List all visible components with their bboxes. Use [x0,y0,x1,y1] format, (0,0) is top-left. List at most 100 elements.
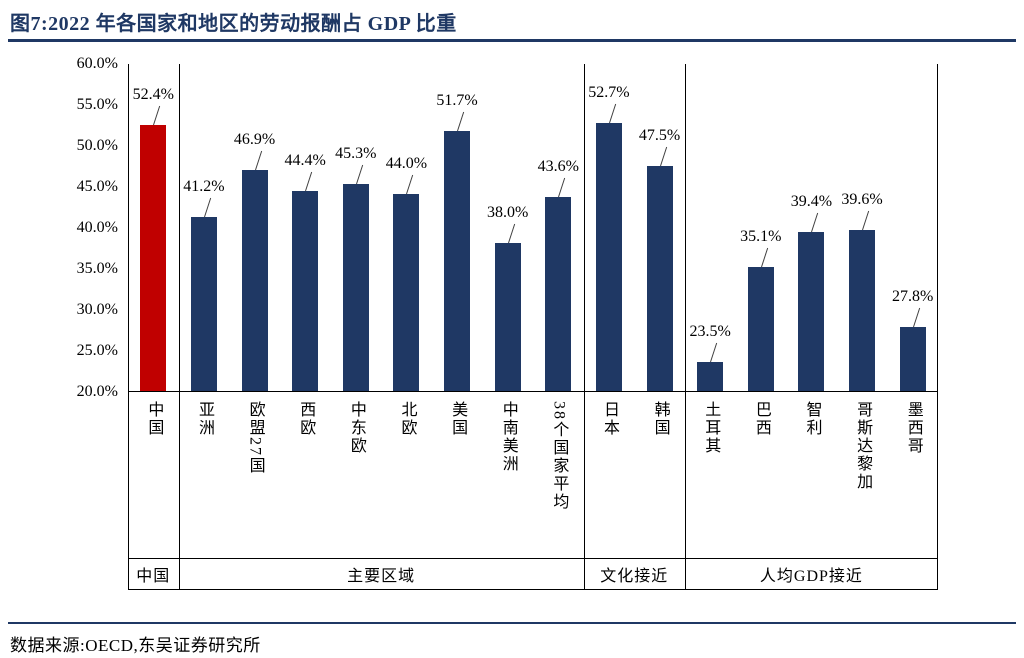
separator-line [685,64,686,590]
bar-slot: 51.7% [432,64,483,391]
data-label: 46.9% [233,131,276,149]
bar-slot: 52.4% [128,64,179,391]
data-label: 35.1% [740,228,782,246]
category-label-text: 西欧 [297,401,315,437]
category-label: 巴西 [736,392,787,558]
label-leader-line [457,111,465,132]
category-label-text: 亚洲 [195,401,213,437]
bar-slot: 39.6% [837,64,888,391]
label-leader-line [305,171,313,192]
y-tick-label: 45.0% [76,178,118,195]
bar-slot: 44.0% [381,64,432,391]
category-label: 美国 [432,392,483,558]
data-bar [697,362,724,391]
plot-area: 52.4% 41.2% 46.9% 44.4% 45.3% 44.0% 51.7% 38.0%… [128,64,938,392]
label-leader-line [203,197,212,218]
separator-line [128,64,129,590]
group-axis: 中国 主要区域 文化接近 人均GDP接近 [128,558,938,590]
group-label: 人均GDP接近 [759,568,863,585]
category-label-text: 土耳其 [702,401,720,455]
data-bar [494,243,521,391]
data-label: 47.5% [638,126,681,144]
bar-slot: 27.8% [887,64,938,391]
data-bar [798,231,825,391]
data-bar [849,230,876,391]
bar-slot: 43.6% [533,64,584,391]
category-label-text: 北欧 [398,401,416,437]
label-leader-line [153,106,161,126]
category-label: 西欧 [280,392,331,558]
data-bar [241,170,268,391]
data-label: 52.4% [132,86,174,104]
data-label: 41.2% [183,178,225,196]
group-label: 主要区域 [347,568,416,585]
bar-slot: 44.4% [280,64,331,391]
label-leader-line [507,224,515,244]
data-label: 23.5% [689,323,731,341]
group-label: 文化接近 [600,568,669,585]
category-label: 欧盟27国 [229,392,280,558]
data-bar [545,197,572,391]
data-label: 52.7% [588,83,630,101]
label-leader-line [811,212,819,233]
data-bar [747,267,774,391]
category-label-text: 中南美洲 [499,401,517,473]
category-label: 亚洲 [179,392,230,558]
bar-slot: 46.9% [229,64,280,391]
data-bar [595,122,622,391]
category-label-text: 美国 [449,401,467,437]
data-bar [899,327,926,391]
data-bar [444,131,471,391]
category-label-text: 中东欧 [347,401,365,455]
bar-slot: 52.7% [584,64,635,391]
bar-slot: 39.4% [786,64,837,391]
bar-slot: 47.5% [634,64,685,391]
label-leader-line [710,343,718,363]
data-label: 44.0% [385,155,428,173]
data-bar [292,190,319,391]
category-axis: 中国 亚洲 欧盟27国 西欧 中东欧 北欧 美国 中南美洲 38个国家平均 日本 韩国 土耳其 巴西 智利… [128,392,938,558]
data-bar [393,194,420,391]
data-label: 39.4% [790,192,833,210]
data-label: 51.7% [436,92,478,110]
category-label: 智利 [786,392,837,558]
bar-slot: 38.0% [482,64,533,391]
y-tick-label: 30.0% [76,301,118,318]
label-leader-line [355,164,363,184]
category-label-text: 巴西 [752,401,770,437]
label-leader-line [254,151,262,171]
label-leader-line [558,178,566,198]
category-label: 中东欧 [331,392,382,558]
category-label-text: 欧盟27国 [246,401,264,475]
separator-line [584,64,585,590]
bar-slot: 41.2% [179,64,230,391]
separator-line [179,64,180,590]
category-label-text: 哥斯达黎加 [854,401,872,491]
data-label: 45.3% [335,144,377,162]
bar-slot: 35.1% [736,64,787,391]
bar-chart: 60.0% 55.0% 50.0% 45.0% 40.0% 35.0% 30.0% 25.0%… [8,55,948,590]
label-leader-line [659,146,667,166]
label-leader-line [912,307,920,328]
title-divider [8,39,1016,42]
data-label: 44.4% [284,151,326,169]
y-tick-label: 60.0% [76,55,118,72]
data-bar [190,217,217,391]
category-label: 中国 [128,392,179,558]
category-label-text: 中国 [145,401,163,437]
y-tick-label: 40.0% [76,219,118,236]
category-label-text: 日本 [600,401,618,437]
data-label: 38.0% [487,204,529,222]
category-label: 中南美洲 [482,392,533,558]
separator-line [937,64,938,590]
category-label: 北欧 [381,392,432,558]
figure-title: 图7:2022 年各国家和地区的劳动报酬占 GDP 比重 [10,13,457,35]
category-label: 日本 [584,392,635,558]
y-tick-label: 50.0% [76,137,118,154]
data-label: 27.8% [892,288,934,306]
data-bar [342,183,369,391]
group-label: 中国 [136,568,171,585]
bar-slot: 23.5% [685,64,736,391]
category-label-text: 38个国家平均 [550,401,568,511]
